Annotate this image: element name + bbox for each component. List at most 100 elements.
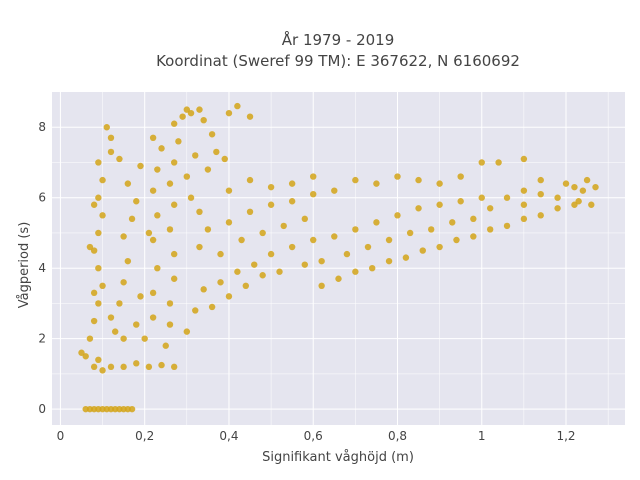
data-point <box>170 120 178 127</box>
data-point <box>149 236 157 244</box>
x-axis-ticks: 0 0,2 0,4 0,6 0,8 1 1,2 <box>57 429 576 443</box>
data-point <box>427 226 435 233</box>
data-point <box>276 268 283 275</box>
data-point <box>554 194 561 201</box>
data-point <box>154 264 161 272</box>
data-point <box>90 201 98 208</box>
data-point <box>520 155 528 163</box>
y-tick-label: 6 <box>38 191 46 205</box>
data-point <box>116 300 123 307</box>
data-point <box>238 236 245 244</box>
x-tick-label: 0,6 <box>304 429 323 443</box>
data-point <box>95 300 102 307</box>
data-point <box>204 166 212 173</box>
data-point <box>592 183 599 191</box>
data-point <box>137 162 144 170</box>
x-tick-label: 1,2 <box>556 429 575 443</box>
data-point <box>187 109 195 117</box>
data-point <box>562 180 570 187</box>
data-point <box>95 194 102 201</box>
data-point <box>288 198 296 205</box>
data-point <box>449 219 456 226</box>
data-point <box>166 226 174 233</box>
data-point <box>267 201 275 208</box>
data-point <box>583 176 591 184</box>
data-point <box>149 134 157 142</box>
data-point <box>90 317 98 325</box>
data-point <box>124 257 132 265</box>
data-point <box>78 349 85 356</box>
data-point <box>301 215 308 223</box>
data-point <box>318 257 325 265</box>
data-point <box>111 328 119 335</box>
data-point <box>120 233 127 240</box>
y-tick-label: 0 <box>38 402 46 416</box>
data-point <box>162 342 169 349</box>
data-point <box>145 363 153 371</box>
data-point <box>175 138 182 145</box>
data-point <box>192 152 199 159</box>
data-point <box>86 243 94 251</box>
data-point <box>385 257 393 265</box>
data-point <box>183 106 191 113</box>
data-point <box>478 159 485 166</box>
data-point <box>575 198 582 205</box>
data-point <box>246 176 254 184</box>
data-point <box>217 279 224 286</box>
data-point <box>364 243 372 251</box>
data-point <box>310 190 317 198</box>
data-point <box>457 173 464 180</box>
y-tick-label: 2 <box>38 332 46 346</box>
data-point <box>170 275 178 282</box>
data-point <box>221 155 228 163</box>
data-point <box>369 264 376 272</box>
data-point <box>373 180 380 187</box>
data-point <box>406 229 414 237</box>
data-point <box>166 300 174 307</box>
data-point <box>95 264 102 272</box>
data-point <box>486 205 494 212</box>
data-point <box>335 275 342 282</box>
data-point <box>520 201 528 208</box>
data-point <box>90 247 98 254</box>
data-point <box>90 363 98 371</box>
data-point <box>537 176 544 184</box>
data-point <box>120 335 127 342</box>
data-point <box>200 286 207 293</box>
data-point <box>133 198 140 205</box>
data-point <box>373 219 380 226</box>
data-point <box>537 190 544 198</box>
data-point <box>179 113 186 120</box>
y-tick-label: 8 <box>38 120 46 134</box>
data-point <box>470 215 477 223</box>
data-point <box>149 289 157 297</box>
y-axis-title: Vågperiod (s) <box>17 222 32 309</box>
data-point <box>503 194 511 201</box>
data-point <box>120 279 127 286</box>
data-point <box>571 183 578 191</box>
data-point <box>246 208 254 216</box>
data-point <box>154 212 161 219</box>
data-point <box>133 360 140 367</box>
x-tick-label: 0,8 <box>388 429 407 443</box>
data-point <box>242 282 250 290</box>
data-point <box>520 187 528 194</box>
data-point <box>457 198 464 205</box>
chart-title-line1: År 1979 - 2019 <box>282 30 395 49</box>
data-point <box>495 159 502 166</box>
data-point <box>234 102 241 110</box>
plot-area <box>52 92 625 425</box>
data-point <box>310 173 317 180</box>
data-point <box>503 222 511 230</box>
data-point <box>133 321 140 328</box>
data-point <box>90 289 98 297</box>
data-point <box>99 282 106 290</box>
data-point <box>301 261 308 268</box>
data-point <box>259 229 266 237</box>
data-point <box>95 356 102 364</box>
data-point <box>343 250 351 258</box>
gridlines <box>52 92 625 425</box>
data-point <box>352 176 359 184</box>
x-tick-label: 0,4 <box>219 429 238 443</box>
